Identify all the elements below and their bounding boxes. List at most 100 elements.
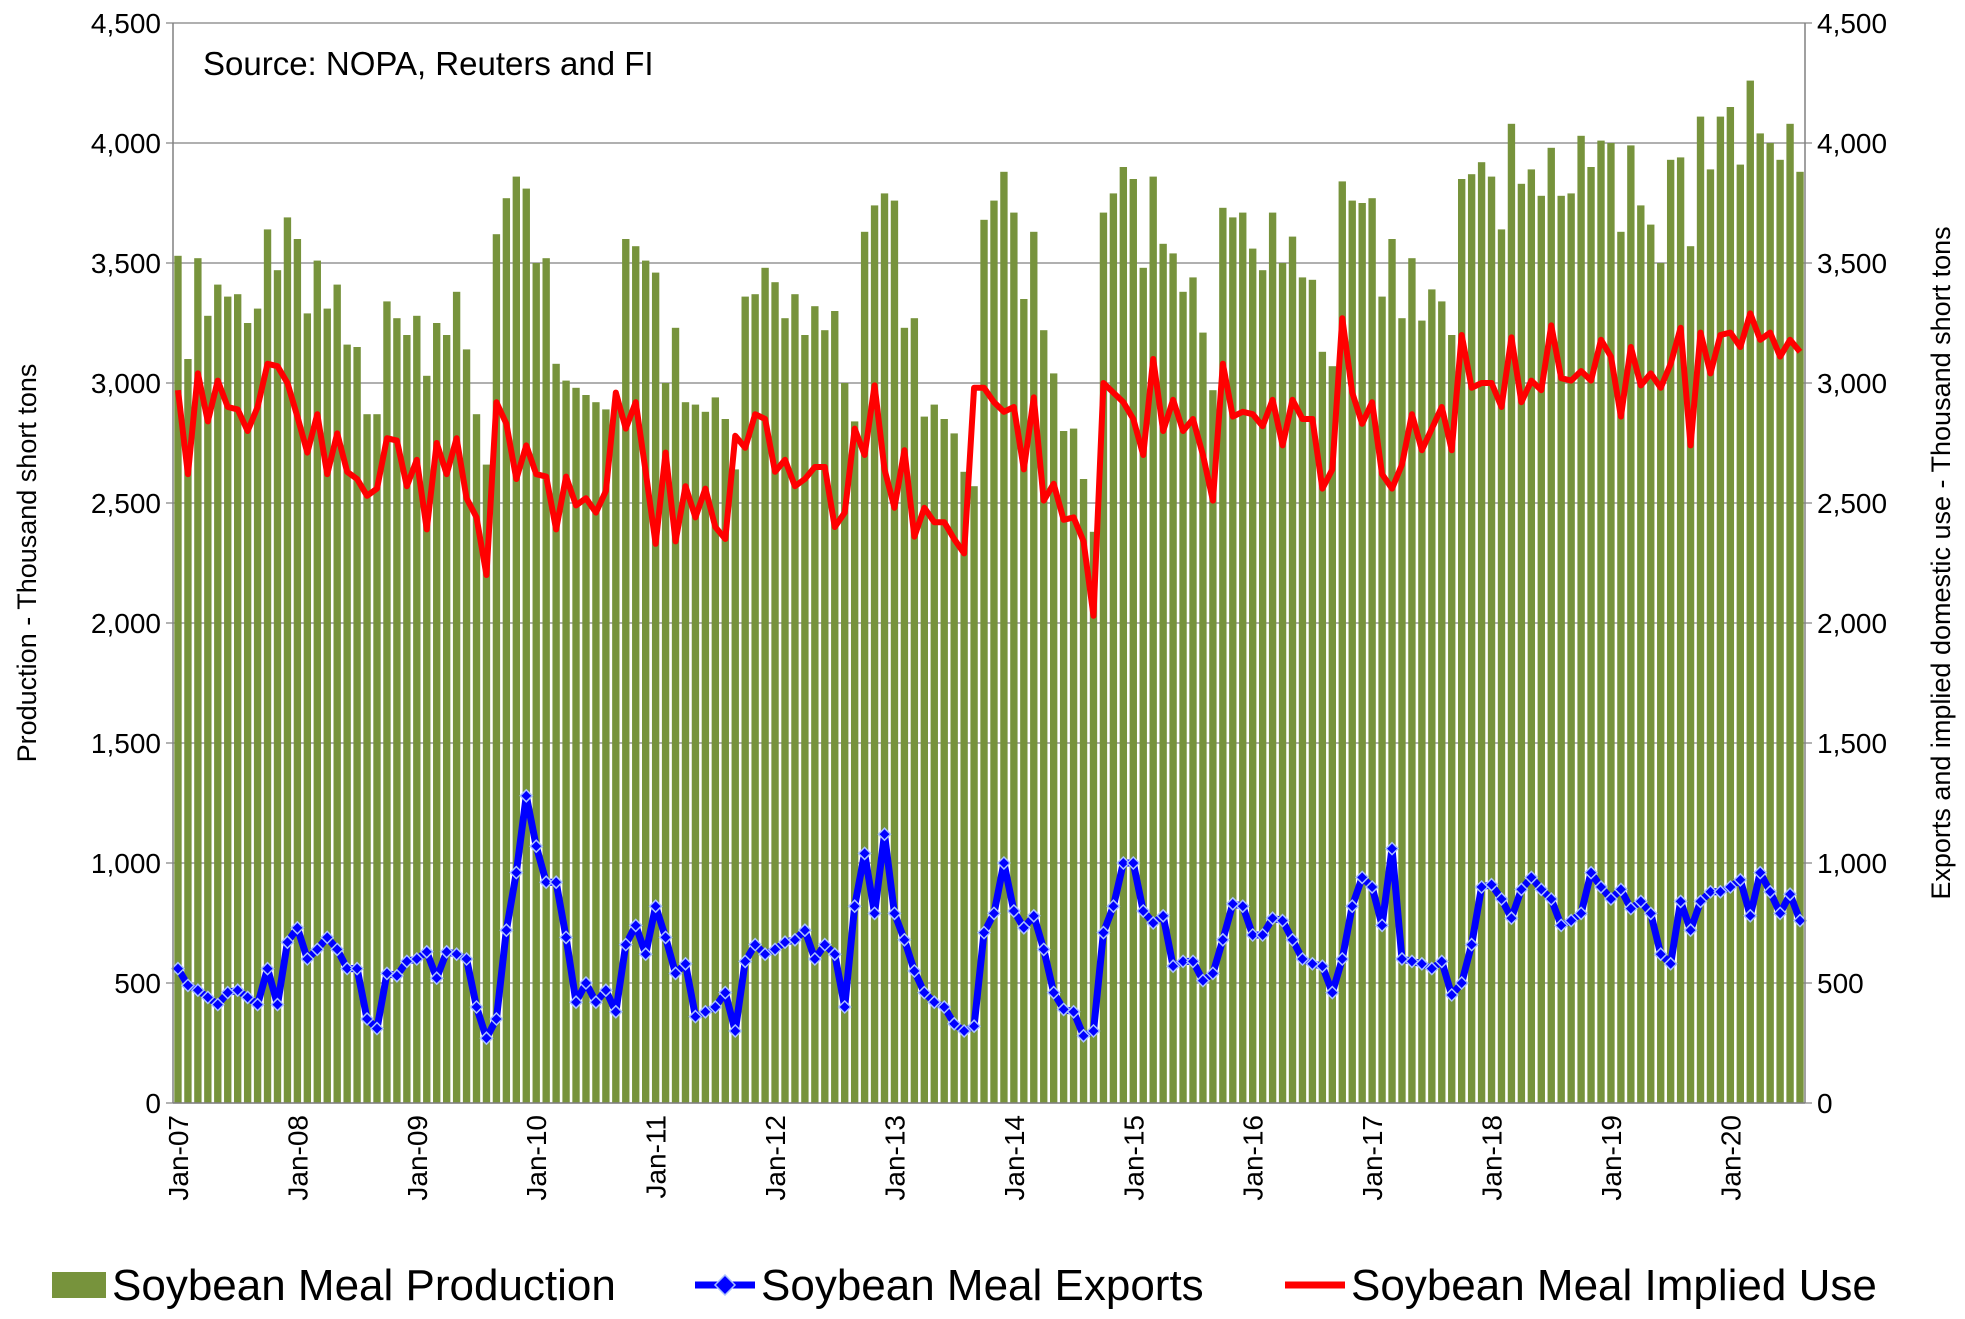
bar — [1308, 279, 1317, 1103]
marker — [290, 920, 305, 935]
marker — [260, 961, 275, 976]
bar — [512, 176, 520, 1104]
marker — [907, 963, 922, 979]
marker — [1753, 865, 1768, 880]
marker — [1414, 956, 1429, 971]
bar — [970, 486, 978, 1103]
bar — [1567, 193, 1575, 1103]
marker — [1773, 906, 1788, 921]
bar — [1637, 205, 1645, 1103]
y-tick-label: 2,000 — [91, 608, 161, 639]
bar — [910, 318, 919, 1103]
marker — [1156, 908, 1171, 923]
y-tick-label: 3,000 — [91, 368, 161, 399]
marker — [280, 935, 295, 950]
bar — [174, 255, 182, 1104]
bar — [1607, 143, 1615, 1103]
marker — [1086, 1023, 1101, 1039]
x-tick-label: Jan-15 — [1118, 1115, 1149, 1201]
bar — [850, 421, 859, 1103]
marker — [1185, 954, 1201, 969]
bar — [373, 414, 381, 1103]
marker — [559, 930, 574, 945]
marker — [499, 923, 514, 938]
marker — [1564, 913, 1579, 928]
marker — [827, 947, 842, 962]
bar — [1517, 183, 1526, 1104]
bar — [1597, 140, 1605, 1104]
bar — [751, 294, 759, 1103]
x-tick-label: Jan-12 — [760, 1115, 791, 1201]
marker — [1116, 855, 1131, 871]
marker — [1464, 937, 1479, 952]
marker — [419, 944, 434, 959]
x-tick-label: Jan-11 — [641, 1115, 672, 1199]
bar — [393, 318, 401, 1103]
y2-axis-title: Exports and implied domestic use - Thous… — [1926, 226, 1956, 899]
annotation: Source: NOPA, Reuters and FI — [203, 45, 654, 82]
bar — [642, 260, 650, 1104]
marker — [350, 961, 365, 976]
bar — [711, 397, 720, 1103]
marker — [170, 961, 186, 976]
bar — [1298, 277, 1307, 1103]
bar — [1119, 167, 1128, 1103]
marker — [917, 985, 932, 1000]
marker — [1245, 927, 1260, 943]
marker — [519, 788, 534, 803]
bar — [1189, 277, 1197, 1103]
marker — [1763, 884, 1778, 899]
y2-tick-label: 2,000 — [1817, 608, 1887, 639]
marker — [1136, 903, 1151, 919]
bar — [930, 404, 938, 1104]
bar — [1438, 301, 1446, 1103]
bar — [1776, 159, 1784, 1104]
marker — [1454, 975, 1469, 991]
marker — [1355, 870, 1370, 885]
bar — [1348, 200, 1356, 1104]
marker — [1524, 870, 1539, 885]
bar — [1557, 195, 1565, 1104]
bar — [1686, 246, 1695, 1103]
y-tick-label: 4,500 — [91, 8, 161, 39]
marker — [976, 925, 992, 940]
bar — [442, 335, 451, 1103]
bar — [1716, 116, 1725, 1104]
marker — [1255, 927, 1270, 943]
bar — [920, 416, 928, 1104]
marker — [379, 966, 395, 981]
marker — [1384, 841, 1400, 856]
y2-tick-label: 3,000 — [1817, 368, 1887, 399]
marker — [1076, 1028, 1091, 1043]
marker — [1613, 882, 1628, 897]
bar — [532, 263, 540, 1103]
marker — [1295, 951, 1310, 967]
marker — [1056, 1002, 1071, 1017]
bar — [1000, 171, 1008, 1104]
bar — [1458, 179, 1466, 1103]
marker — [1583, 865, 1599, 880]
bar — [940, 419, 948, 1103]
y-tick-label: 4,000 — [91, 128, 161, 159]
bar — [1587, 167, 1595, 1103]
marker — [817, 937, 832, 952]
marker — [539, 875, 554, 890]
marker — [1484, 877, 1499, 892]
bar — [1089, 531, 1098, 1103]
marker — [1574, 906, 1589, 921]
marker — [678, 956, 693, 971]
bar — [1169, 253, 1177, 1103]
bar — [1109, 193, 1118, 1103]
marker — [1554, 918, 1569, 933]
bar — [632, 246, 640, 1103]
bar — [502, 198, 511, 1103]
legend-marker — [713, 1273, 737, 1297]
marker — [728, 1023, 743, 1039]
marker — [1663, 956, 1678, 971]
marker — [1792, 913, 1808, 928]
marker — [1603, 891, 1619, 907]
bar — [821, 330, 829, 1103]
marker — [479, 1031, 494, 1046]
bar — [1766, 143, 1774, 1103]
bar — [353, 347, 361, 1103]
